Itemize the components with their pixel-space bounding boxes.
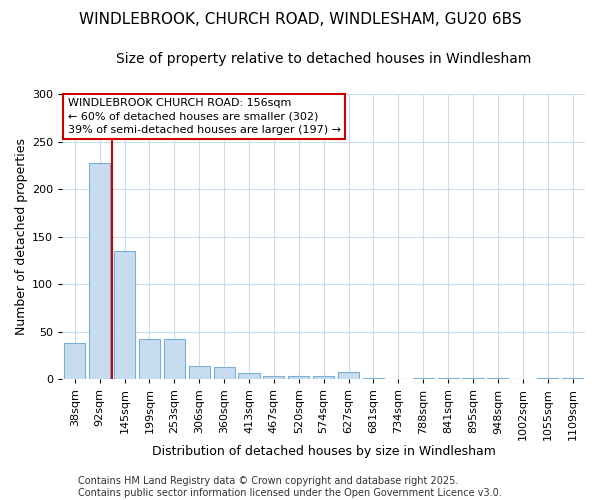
Bar [562,378,583,380]
Text: Contains HM Land Registry data © Crown copyright and database right 2025.
Contai: Contains HM Land Registry data © Crown c… [78,476,502,498]
Bar [338,372,359,380]
Bar [363,378,384,380]
Bar [413,378,434,380]
Text: WINDLEBROOK, CHURCH ROAD, WINDLESHAM, GU20 6BS: WINDLEBROOK, CHURCH ROAD, WINDLESHAM, GU… [79,12,521,28]
Bar [263,376,284,380]
Y-axis label: Number of detached properties: Number of detached properties [15,138,28,335]
Bar [114,251,135,380]
Bar [288,376,310,380]
Bar [188,366,210,380]
Bar [164,340,185,380]
Bar [313,376,334,380]
Bar [437,378,458,380]
Bar [214,367,235,380]
Title: Size of property relative to detached houses in Windlesham: Size of property relative to detached ho… [116,52,532,66]
Bar [89,162,110,380]
Bar [64,344,85,380]
Bar [537,378,558,380]
Text: WINDLEBROOK CHURCH ROAD: 156sqm
← 60% of detached houses are smaller (302)
39% o: WINDLEBROOK CHURCH ROAD: 156sqm ← 60% of… [68,98,341,134]
Bar [463,378,484,380]
Bar [139,340,160,380]
Bar [238,373,260,380]
Bar [487,378,508,380]
X-axis label: Distribution of detached houses by size in Windlesham: Distribution of detached houses by size … [152,444,496,458]
